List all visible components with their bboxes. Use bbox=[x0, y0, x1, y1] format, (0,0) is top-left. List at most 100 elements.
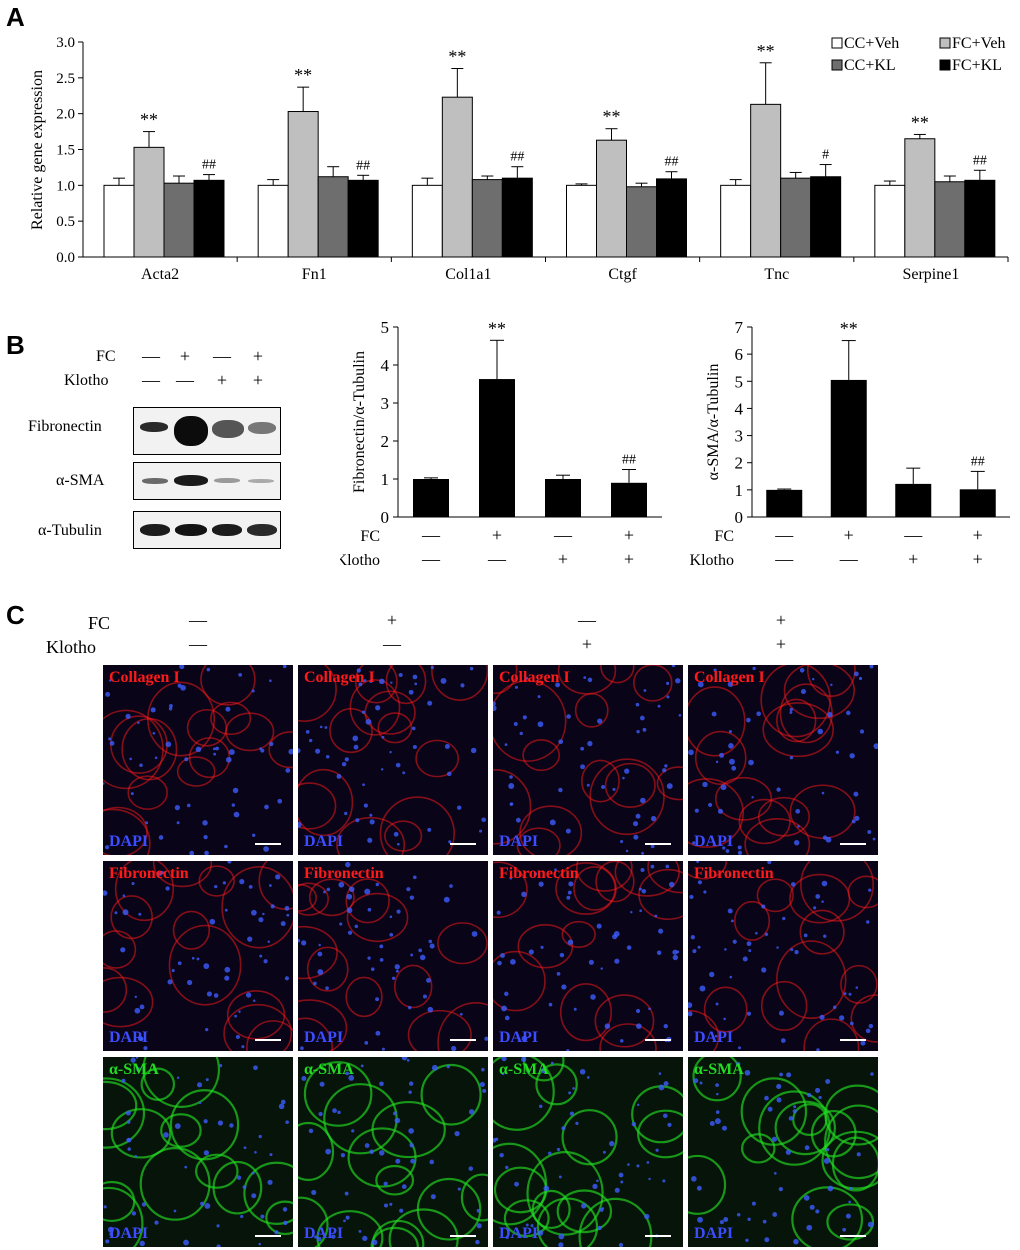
significance-mark: ** bbox=[294, 65, 312, 85]
scale-bar bbox=[840, 1235, 866, 1237]
significance-mark: ## bbox=[202, 158, 216, 173]
bar bbox=[720, 184, 752, 258]
stain-label: α-SMA bbox=[499, 1061, 549, 1078]
bar bbox=[904, 138, 936, 258]
scale-bar bbox=[840, 1039, 866, 1041]
dapi-label: DAPI bbox=[109, 1225, 149, 1242]
y-tick-label: 3 bbox=[381, 394, 390, 413]
dapi-label: DAPI bbox=[694, 1029, 734, 1046]
scale-bar bbox=[255, 1039, 281, 1041]
klotho-sign: + bbox=[558, 549, 568, 569]
bar bbox=[413, 479, 449, 517]
bar bbox=[611, 482, 647, 517]
bar bbox=[287, 111, 319, 258]
klotho-sign: — bbox=[839, 549, 859, 569]
dapi-label: DAPI bbox=[499, 833, 539, 850]
y-tick-label: 2.0 bbox=[56, 107, 75, 123]
significance-mark: ** bbox=[757, 41, 775, 61]
y-tick-label: 1 bbox=[735, 481, 744, 500]
fc-sign: + bbox=[624, 525, 634, 545]
bar bbox=[257, 184, 289, 258]
blot-klotho-sign: — bbox=[176, 370, 194, 390]
legend-label: CC+Veh bbox=[844, 35, 899, 52]
bar bbox=[133, 146, 165, 258]
gene-expression-chart: 0.0 0.5 1.0 1.5 2.0 2.5 3.0 Relative gene expre… bbox=[29, 35, 1009, 283]
fc-label: FC bbox=[360, 528, 380, 545]
stain-label: Collagen I bbox=[499, 669, 570, 686]
stain-label: α-SMA bbox=[109, 1061, 159, 1078]
micrograph: Fibronectin DAPI bbox=[688, 861, 878, 1051]
y-tick-label: 3 bbox=[735, 427, 744, 446]
micro-fc-sign: — bbox=[189, 610, 207, 630]
fc-sign: + bbox=[844, 525, 854, 545]
blot-klotho-sign: — bbox=[142, 370, 160, 390]
micro-fc-label: FC bbox=[88, 613, 111, 633]
bar bbox=[766, 489, 803, 517]
y-tick-label: 1.0 bbox=[56, 178, 75, 194]
bar bbox=[626, 186, 657, 258]
stain-label: Fibronectin bbox=[694, 865, 774, 882]
bar bbox=[103, 184, 135, 258]
y-tick-label: 1 bbox=[381, 470, 390, 489]
dapi-label: DAPI bbox=[109, 833, 149, 850]
y-tick-label: 0.5 bbox=[56, 214, 75, 230]
stain-label: α-SMA bbox=[694, 1061, 744, 1078]
x-tick-label: Serpine1 bbox=[902, 266, 959, 283]
significance-mark: ** bbox=[448, 47, 466, 67]
micrograph: Fibronectin DAPI bbox=[493, 861, 683, 1051]
bar bbox=[895, 483, 932, 517]
micro-klotho-sign: + bbox=[581, 634, 593, 654]
bar bbox=[810, 176, 842, 258]
blot-row-label-tubulin: α-Tubulin bbox=[38, 522, 102, 539]
bar bbox=[441, 96, 473, 258]
fc-sign: — bbox=[903, 525, 923, 545]
significance-mark: ## bbox=[622, 453, 636, 468]
legend-label: CC+KL bbox=[844, 57, 896, 74]
x-tick-label: Col1a1 bbox=[445, 266, 491, 283]
scale-bar bbox=[450, 843, 476, 845]
fc-sign: — bbox=[774, 525, 794, 545]
legend-swatch bbox=[939, 37, 951, 49]
blot-klotho-label: Klotho bbox=[64, 372, 109, 389]
bar bbox=[411, 184, 443, 258]
bar bbox=[874, 184, 906, 258]
stain-label: Fibronectin bbox=[304, 865, 384, 882]
asma-ratio-chart: 0 1 2 3 4 5 6 7 α-SMA/α-Tubulin — — ** + — — + ## + + FC Klo… bbox=[690, 318, 1010, 569]
significance-mark: ** bbox=[603, 107, 621, 127]
panel-letter-a: A bbox=[6, 2, 25, 32]
y-tick-label: 2.5 bbox=[56, 71, 75, 87]
fc-sign: + bbox=[973, 525, 983, 545]
micrograph: Collagen I DAPI bbox=[298, 665, 488, 855]
y-axis-label: Relative gene expression bbox=[29, 70, 46, 230]
significance-mark: ** bbox=[488, 318, 506, 338]
blot-fc-sign: + bbox=[179, 346, 191, 366]
bar bbox=[750, 103, 782, 258]
significance-mark: ## bbox=[510, 150, 524, 165]
bar bbox=[479, 379, 515, 517]
micrograph: α-SMA DAPI bbox=[493, 1057, 683, 1247]
bar bbox=[193, 179, 225, 258]
blot-fc-sign: — bbox=[142, 346, 160, 366]
bar bbox=[934, 181, 966, 258]
significance-mark: # bbox=[822, 148, 829, 163]
micro-fc-sign: + bbox=[386, 610, 398, 630]
y-tick-label: 2 bbox=[735, 454, 744, 473]
x-tick-label: Acta2 bbox=[141, 266, 179, 283]
legend-swatch bbox=[831, 59, 843, 71]
y-tick-label: 0 bbox=[381, 508, 390, 527]
y-axis-label: Fibronectin/α-Tubulin bbox=[351, 351, 368, 493]
stain-label: Fibronectin bbox=[499, 865, 579, 882]
bar bbox=[596, 139, 627, 258]
stain-label: Collagen I bbox=[304, 669, 375, 686]
significance-mark: ## bbox=[971, 454, 985, 469]
y-tick-label: 0 bbox=[735, 508, 744, 527]
micrograph: Fibronectin DAPI bbox=[298, 861, 488, 1051]
y-tick-label: 5 bbox=[381, 318, 390, 337]
x-tick-label: Ctgf bbox=[608, 266, 637, 283]
dapi-label: DAPI bbox=[304, 833, 344, 850]
significance-mark: ** bbox=[911, 112, 929, 132]
klotho-sign: — bbox=[774, 549, 794, 569]
klotho-sign: — bbox=[421, 549, 441, 569]
klotho-sign: + bbox=[973, 549, 983, 569]
micrograph: α-SMA DAPI bbox=[688, 1057, 878, 1247]
